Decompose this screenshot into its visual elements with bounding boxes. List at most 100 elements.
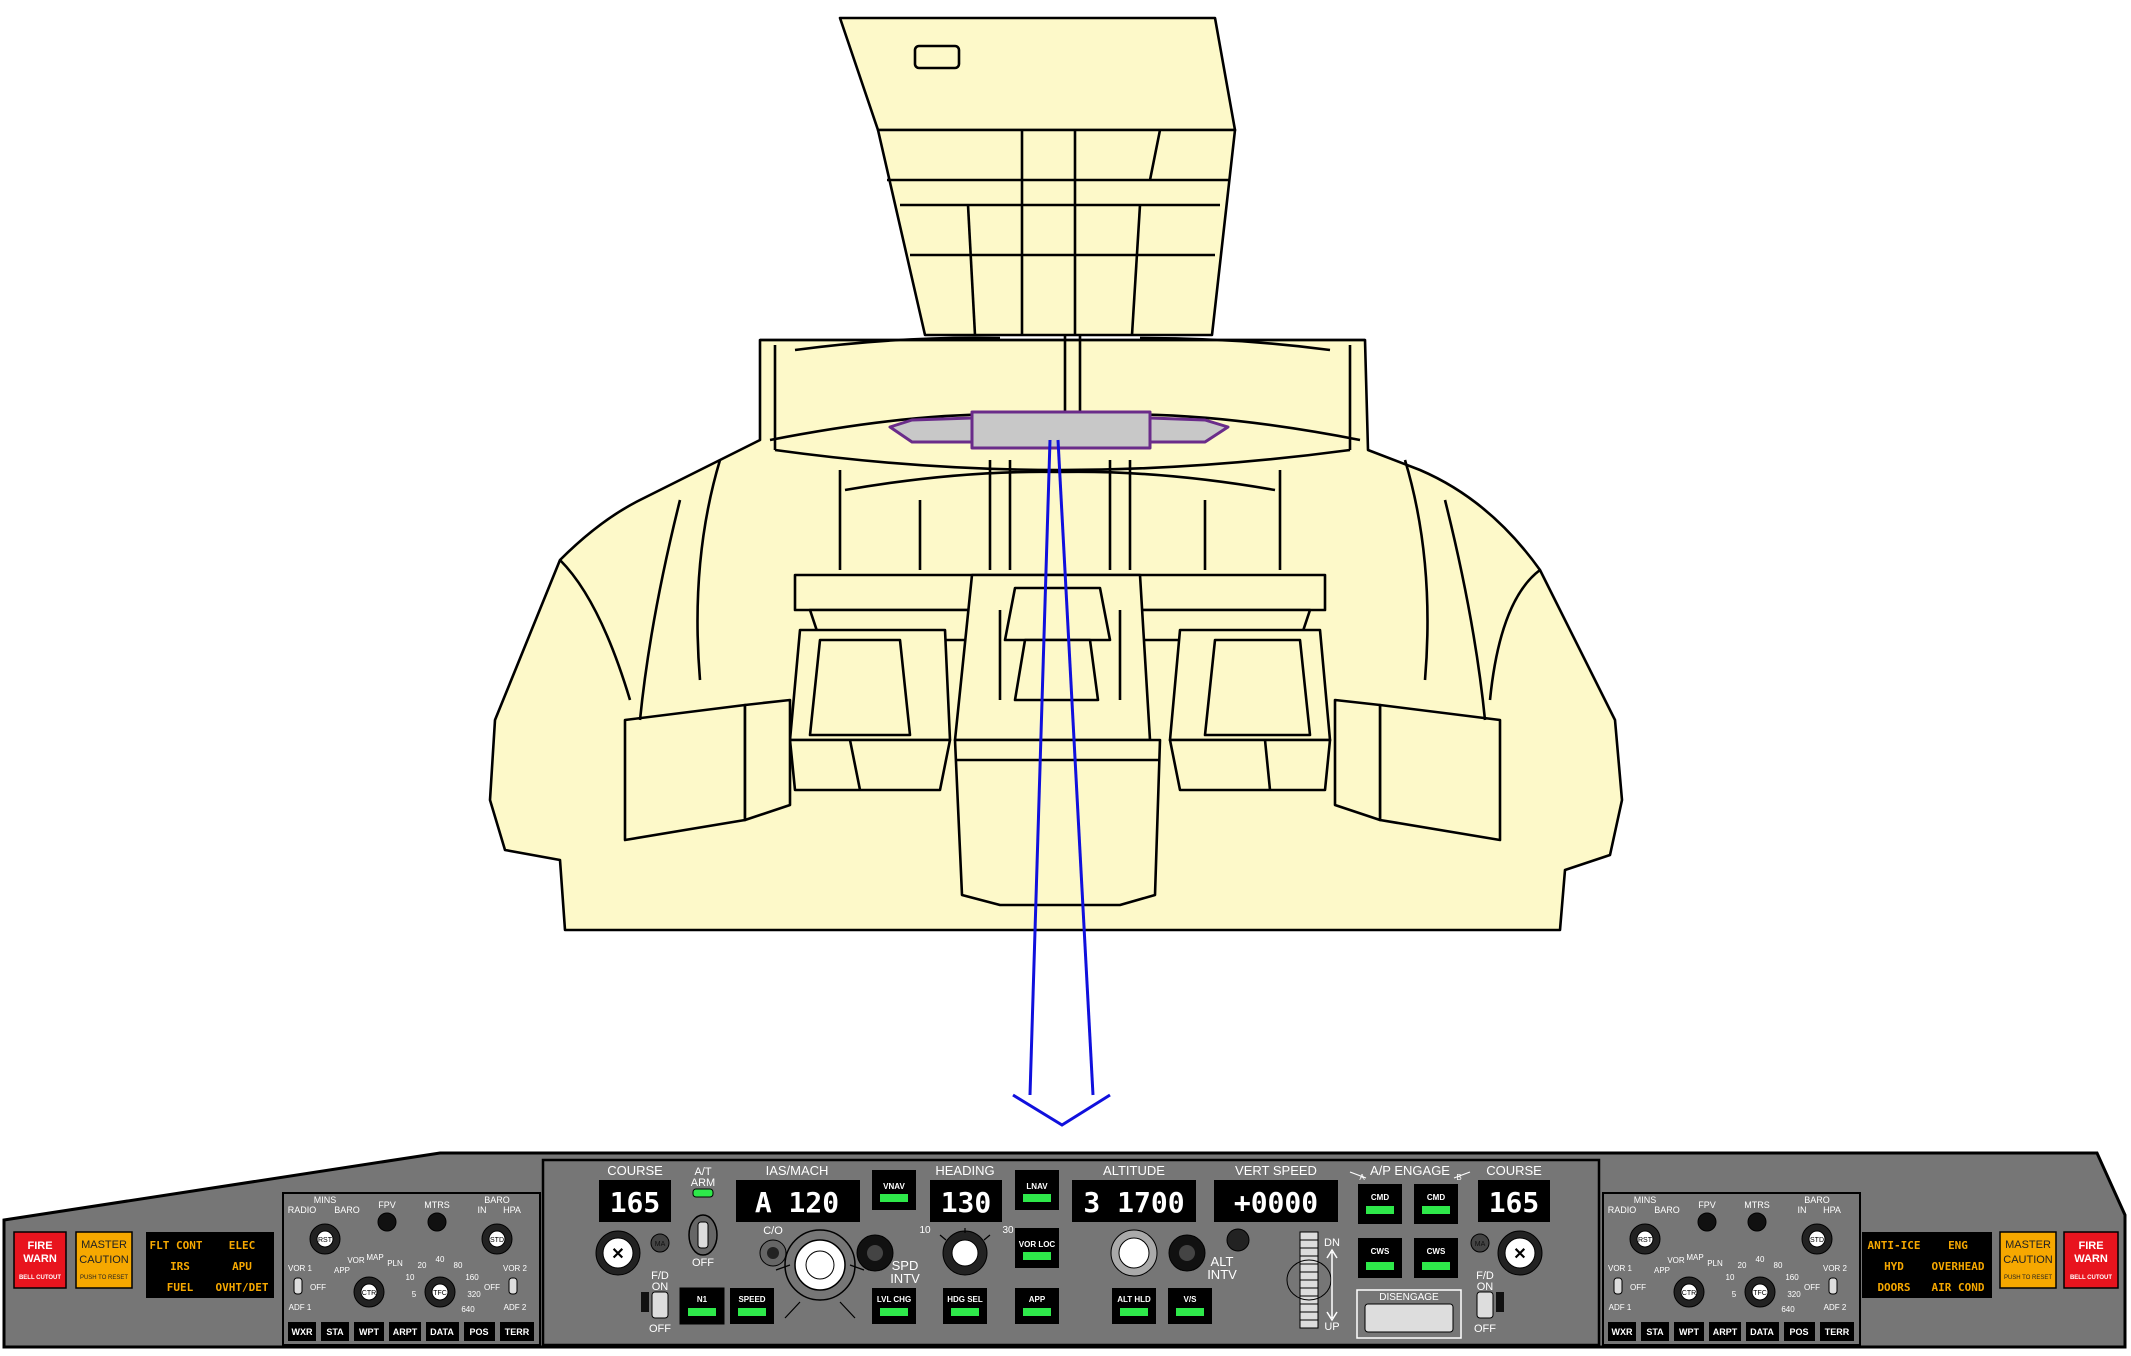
fire-label: FIRE (2078, 1240, 2103, 1252)
fd-left-on-label: ON (652, 1281, 669, 1293)
app-button[interactable]: APP (1029, 1295, 1046, 1304)
vnav-button[interactable]: VNAV (883, 1182, 905, 1191)
terr-button[interactable]: TERR (1825, 1327, 1850, 1337)
hdg-sel-button[interactable]: HDG SEL (947, 1295, 983, 1304)
efis-buttons-left: WXR STA WPT ARPT DATA POS TERR (288, 1322, 534, 1341)
cws-b-button[interactable]: CWS (1427, 1247, 1446, 1256)
vor-loc-button[interactable]: VOR LOC (1019, 1240, 1056, 1249)
master-label: MASTER (2005, 1239, 2051, 1251)
mode-map-label: MAP (366, 1253, 383, 1262)
off2-label: OFF (484, 1283, 500, 1292)
fire-warn-button-right[interactable]: FIRE WARN BELL CUTOUT (2063, 1231, 2119, 1289)
ias-mach-value: A 120 (755, 1186, 839, 1219)
ctr-label: CTR (1682, 1290, 1696, 1297)
mtrs-button[interactable] (1747, 1212, 1767, 1232)
fd-left-off-label: OFF (649, 1323, 671, 1335)
efis-buttons-right: WXR STA WPT ARPT DATA POS TERR (1608, 1322, 1854, 1341)
mode-map-label: MAP (1686, 1253, 1703, 1262)
mode-vor-label: VOR (1667, 1256, 1685, 1265)
std-label: STD (490, 1237, 504, 1244)
mtrs-label: MTRS (1744, 1200, 1770, 1210)
range-5-label: 5 (1732, 1290, 1737, 1299)
mode-pln-label: PLN (387, 1259, 403, 1268)
altitude-display (1072, 1180, 1196, 1222)
range-80-label: 80 (454, 1261, 463, 1270)
off2-label: OFF (1804, 1283, 1820, 1292)
cws-a-button[interactable]: CWS (1371, 1247, 1390, 1256)
left-efis-panel: FIRE WARN BELL CUTOUT MASTER CAUTION PUS… (13, 1192, 541, 1346)
annunciator-flt-cont: FLT CONT (150, 1239, 203, 1252)
course-left-display (599, 1180, 671, 1222)
mtrs-button[interactable] (427, 1212, 447, 1232)
cmd-b-button[interactable]: CMD (1427, 1193, 1445, 1202)
data-button[interactable]: DATA (1750, 1327, 1774, 1337)
alt-hld-button[interactable]: ALT HLD (1117, 1295, 1151, 1304)
terr-button[interactable]: TERR (505, 1327, 530, 1337)
wpt-button[interactable]: WPT (1679, 1327, 1699, 1337)
tfc-label: TFC (433, 1290, 447, 1297)
rst-label: RST (318, 1237, 333, 1244)
intv-label: INTV (890, 1271, 920, 1286)
warn-label: WARN (2074, 1253, 2108, 1265)
wxr-button[interactable]: WXR (292, 1327, 313, 1337)
pos-button[interactable]: POS (469, 1327, 488, 1337)
fpv-button[interactable] (377, 1212, 397, 1232)
heading-value: 130 (941, 1186, 992, 1219)
data-button[interactable]: DATA (430, 1327, 454, 1337)
at-arm-switch[interactable] (697, 1221, 709, 1249)
sta-button[interactable]: STA (1646, 1327, 1664, 1337)
baro-right-label: BARO (1804, 1195, 1830, 1205)
pos-button[interactable]: POS (1789, 1327, 1808, 1337)
range-320-label: 320 (467, 1290, 481, 1299)
speed-button[interactable]: SPEED (738, 1295, 765, 1304)
course-right-value: 165 (1489, 1186, 1540, 1219)
arpt-button[interactable]: ARPT (393, 1327, 418, 1337)
vor-adf-switch-2[interactable] (1828, 1277, 1838, 1295)
annunciator-ovht-det: OVHT/DET (216, 1281, 269, 1294)
range-640-label: 640 (1781, 1305, 1795, 1314)
adf1-label: ADF 1 (1609, 1303, 1632, 1312)
annunciator-overhead: OVERHEAD (1932, 1260, 1985, 1273)
overhead-lower-panel (876, 128, 1237, 337)
vs-button[interactable]: V/S (1184, 1295, 1198, 1304)
vor-adf-switch-2[interactable] (508, 1277, 518, 1295)
vor-adf-switch-1[interactable] (1613, 1277, 1623, 1295)
sta-button[interactable]: STA (326, 1327, 344, 1337)
mode-app-label: APP (1654, 1266, 1670, 1275)
fd-right-switch[interactable] (1476, 1291, 1494, 1319)
fire-warn-button-left[interactable]: FIRE WARN BELL CUTOUT (13, 1231, 67, 1289)
svg-text:✕: ✕ (1513, 1246, 1526, 1263)
mode-pln-label: PLN (1707, 1259, 1723, 1268)
fpv-button[interactable] (1697, 1212, 1717, 1232)
course-left-value: 165 (610, 1186, 661, 1219)
n1-button[interactable]: N1 (697, 1295, 708, 1304)
master-caution-button-right[interactable]: MASTER CAUTION PUSH TO RESET (1999, 1231, 2057, 1289)
disengage-bar[interactable] (1364, 1303, 1454, 1333)
fd-right-off-label: OFF (1474, 1323, 1496, 1335)
up-label: UP (1324, 1321, 1339, 1333)
adf1-label: ADF 1 (289, 1303, 312, 1312)
push-to-reset-label: PUSH TO RESET (80, 1275, 128, 1281)
wxr-button[interactable]: WXR (1612, 1327, 1633, 1337)
spd-label: SPD (892, 1258, 919, 1273)
master-caution-button-left[interactable]: MASTER CAUTION PUSH TO RESET (75, 1231, 133, 1289)
annunciator-panel-right: ANTI-ICE ENG HYD OVERHEAD DOORS AIR COND (1862, 1232, 1992, 1298)
rst-label: RST (1638, 1237, 1653, 1244)
ap-b-label: B (1456, 1173, 1461, 1182)
bell-cutout-label: BELL CUTOUT (2070, 1275, 2112, 1281)
cockpit-drawing (488, 16, 1624, 932)
vor1-label: VOR 1 (1608, 1264, 1633, 1273)
vs-thumbwheel[interactable] (1286, 1231, 1332, 1329)
fd-right-label: F/D (1476, 1270, 1494, 1282)
course-right-label: COURSE (1486, 1163, 1542, 1178)
cmd-a-button[interactable]: CMD (1371, 1193, 1389, 1202)
fd-left-switch[interactable] (651, 1291, 669, 1319)
mode-app-label: APP (334, 1266, 350, 1275)
ias-mach-label: IAS/MACH (766, 1163, 829, 1178)
vor2-label: VOR 2 (1823, 1264, 1848, 1273)
lvl-chg-button[interactable]: LVL CHG (877, 1295, 911, 1304)
wpt-button[interactable]: WPT (359, 1327, 379, 1337)
arpt-button[interactable]: ARPT (1713, 1327, 1738, 1337)
lnav-button[interactable]: LNAV (1026, 1182, 1048, 1191)
vor-adf-switch-1[interactable] (293, 1277, 303, 1295)
